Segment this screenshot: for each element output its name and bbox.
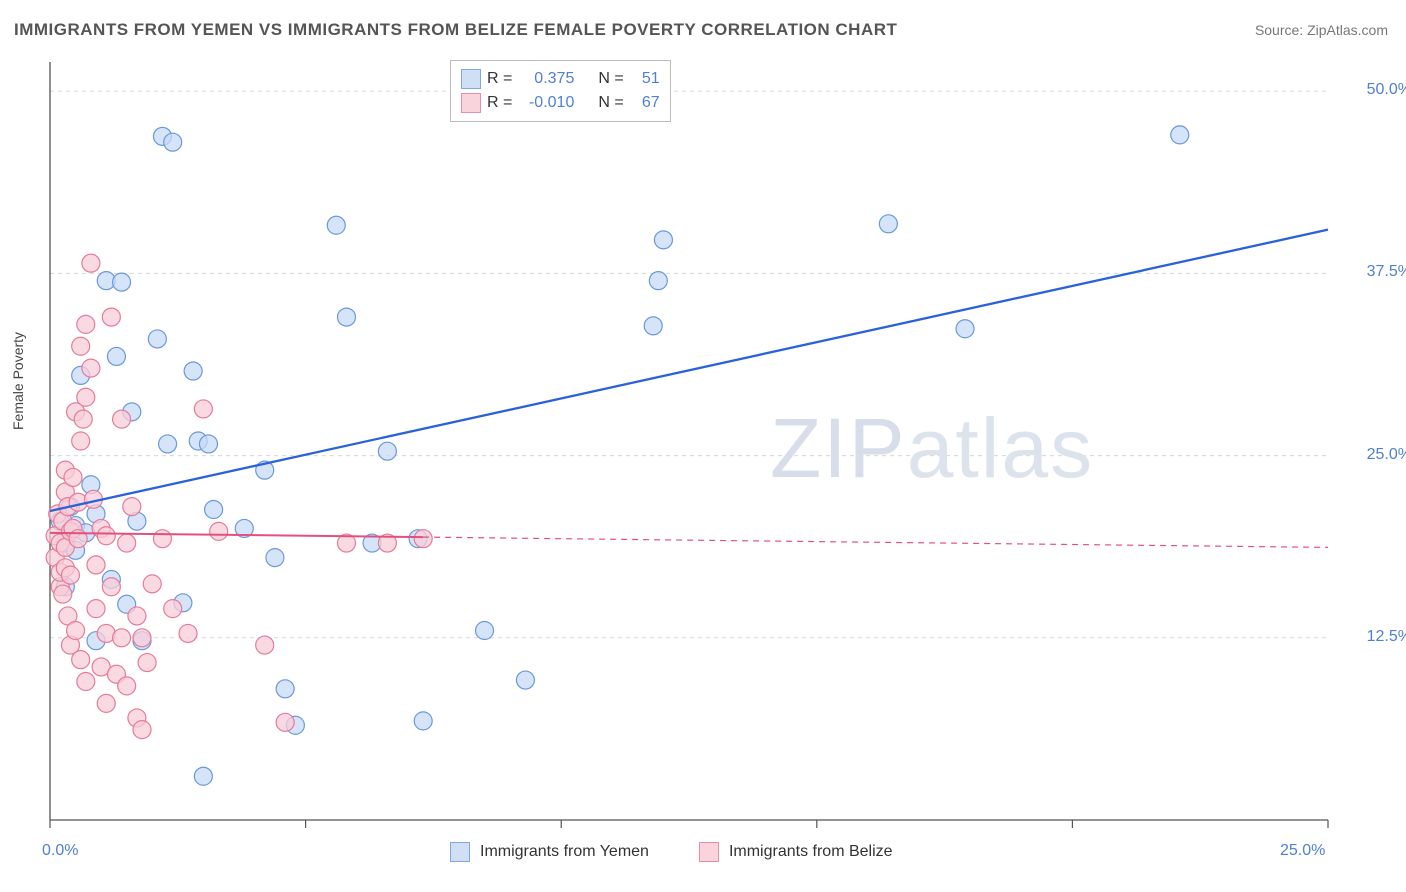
x-tick-label: 25.0% — [1280, 842, 1325, 860]
legend-label-yemen: Immigrants from Yemen — [480, 843, 649, 861]
legend-stats: R = 0.375 N = 51 R = -0.010 N = 67 — [450, 60, 671, 122]
r-value-belize: -0.010 — [518, 94, 574, 112]
y-tick-label: 12.5% — [1332, 628, 1406, 646]
legend-swatch-yemen — [450, 842, 470, 862]
y-tick-label: 50.0% — [1332, 81, 1406, 99]
legend-stats-row-yemen: R = 0.375 N = 51 — [461, 67, 660, 91]
r-value-yemen: 0.375 — [518, 70, 574, 88]
r-label: R = — [487, 94, 512, 112]
x-tick-label: 0.0% — [42, 842, 78, 860]
r-label: R = — [487, 70, 512, 88]
legend-series: Immigrants from Yemen Immigrants from Be… — [450, 842, 893, 862]
chart-container: { "title": "IMMIGRANTS FROM YEMEN VS IMM… — [0, 0, 1406, 892]
n-label: N = — [598, 70, 623, 88]
legend-swatch-belize — [461, 93, 481, 113]
y-tick-label: 25.0% — [1332, 446, 1406, 464]
n-value-belize: 67 — [630, 94, 660, 112]
scatter-plot — [0, 0, 1406, 892]
n-value-yemen: 51 — [630, 70, 660, 88]
n-label: N = — [598, 94, 623, 112]
legend-stats-row-belize: R = -0.010 N = 67 — [461, 91, 660, 115]
y-tick-label: 37.5% — [1332, 263, 1406, 281]
legend-swatch-belize — [699, 842, 719, 862]
legend-label-belize: Immigrants from Belize — [729, 843, 893, 861]
legend-swatch-yemen — [461, 69, 481, 89]
